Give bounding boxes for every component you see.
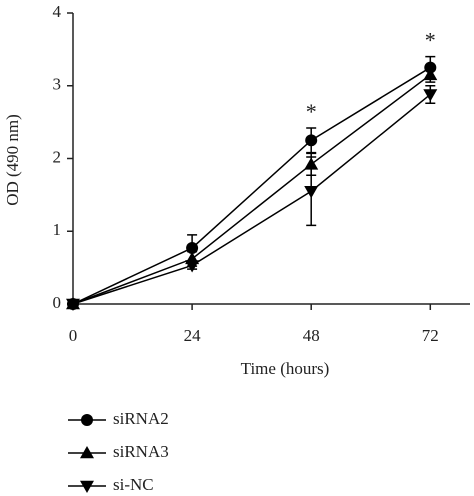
- marker: [305, 134, 318, 147]
- legend-marker: [81, 414, 93, 426]
- y-tick-label: 2: [53, 147, 62, 166]
- marker: [185, 260, 200, 273]
- marker: [423, 89, 438, 102]
- x-tick-label: 72: [422, 326, 439, 345]
- legend-label: si-NC: [113, 475, 154, 494]
- annotation: *: [306, 99, 317, 124]
- marker: [423, 67, 438, 81]
- series-line: [72, 93, 431, 305]
- x-tick-label: 48: [303, 326, 320, 345]
- series-line: [72, 74, 431, 305]
- x-tick-label: 0: [69, 326, 78, 345]
- y-tick-label: 4: [53, 2, 62, 21]
- y-tick-label: 0: [53, 293, 62, 312]
- legend-marker: [80, 446, 94, 459]
- y-tick-label: 3: [53, 75, 62, 94]
- legend-marker: [80, 480, 94, 493]
- marker: [66, 298, 80, 311]
- x-axis-label: Time (hours): [241, 359, 330, 378]
- legend-label: siRNA2: [113, 409, 169, 428]
- legend-label: siRNA3: [113, 442, 169, 461]
- y-tick-label: 1: [53, 220, 62, 239]
- x-tick-label: 24: [184, 326, 202, 345]
- annotation: *: [425, 28, 436, 53]
- marker: [304, 185, 319, 199]
- y-axis-label: OD (490 nm): [3, 114, 22, 206]
- series-line: [72, 66, 431, 305]
